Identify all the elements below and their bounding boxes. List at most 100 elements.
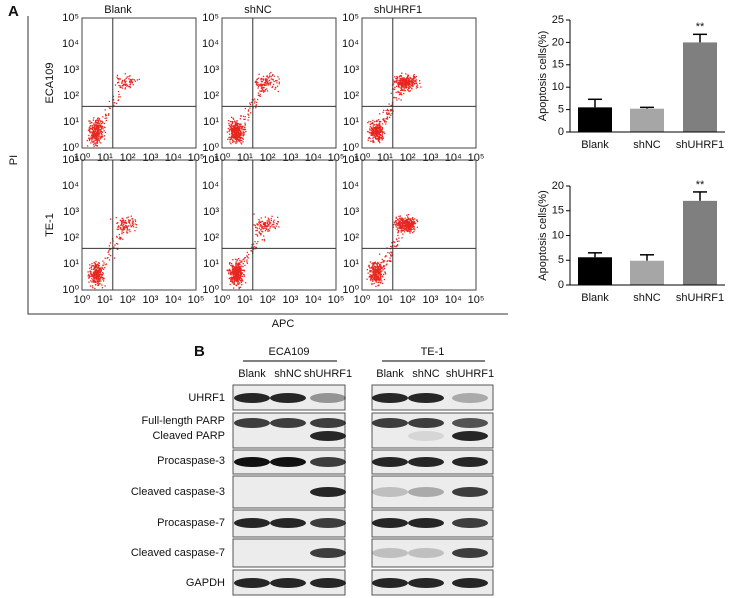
event-dot <box>275 225 277 227</box>
event-dot <box>376 125 378 127</box>
event-dot <box>124 73 126 75</box>
event-dot <box>242 132 244 134</box>
event-dot <box>377 124 379 126</box>
event-dot <box>232 266 234 268</box>
event-dot <box>396 77 398 80</box>
event-dot <box>407 84 410 86</box>
event-dot <box>236 260 238 262</box>
event-dot <box>113 257 116 259</box>
event-dot <box>122 85 124 87</box>
event-dot <box>266 220 268 222</box>
event-dot <box>119 219 122 221</box>
event-dot <box>255 82 258 84</box>
event-dot <box>373 276 375 279</box>
event-dot <box>403 224 405 226</box>
event-dot <box>376 270 379 272</box>
event-dot <box>372 277 375 279</box>
event-dot <box>376 266 378 268</box>
event-dot <box>374 275 376 277</box>
event-dot <box>95 268 97 270</box>
event-dot <box>413 75 415 78</box>
event-dot <box>249 112 252 114</box>
event-dot <box>126 228 128 230</box>
event-dot <box>400 93 402 96</box>
event-dot <box>130 215 132 217</box>
event-dot <box>95 144 97 146</box>
event-dot <box>382 137 385 139</box>
event-dot <box>240 132 242 134</box>
event-dot <box>378 120 380 123</box>
event-dot <box>121 222 123 224</box>
event-dot <box>123 225 125 228</box>
blot-band <box>270 393 306 403</box>
event-dot <box>92 279 94 281</box>
event-dot <box>390 254 392 256</box>
event-dot <box>232 130 234 132</box>
event-dot <box>373 136 375 138</box>
event-dot <box>404 89 407 92</box>
event-dot <box>408 227 410 229</box>
event-dot <box>236 134 238 136</box>
event-dot <box>127 225 130 227</box>
event-dot <box>371 134 373 136</box>
event-dot <box>401 88 403 90</box>
event-dot <box>234 126 236 129</box>
event-dot <box>134 219 136 221</box>
event-dot <box>371 265 374 267</box>
event-dot <box>415 87 417 89</box>
event-dot <box>233 136 235 139</box>
event-dot <box>98 125 100 127</box>
event-dot <box>91 126 94 129</box>
event-dot <box>404 87 406 89</box>
event-dot <box>232 118 235 120</box>
event-dot <box>231 125 233 127</box>
event-dot <box>399 75 401 77</box>
event-dot <box>386 112 388 115</box>
event-dot <box>124 81 126 83</box>
event-dot <box>87 271 89 273</box>
event-dot <box>374 270 376 272</box>
event-dot <box>241 261 243 263</box>
event-dot <box>103 277 105 280</box>
blot-band <box>310 578 346 588</box>
event-dot <box>257 224 259 226</box>
event-dot <box>378 131 380 133</box>
event-dot <box>128 81 131 83</box>
event-dot <box>397 231 399 233</box>
event-dot <box>261 87 263 89</box>
event-dot <box>239 118 241 120</box>
event-dot <box>125 222 127 224</box>
event-dot <box>261 226 263 228</box>
event-dot <box>229 263 231 265</box>
x-tick-label: 10⁵ <box>188 152 205 164</box>
event-dot <box>242 269 244 271</box>
event-dot <box>268 230 271 232</box>
event-dot <box>92 123 95 125</box>
event-dot <box>375 263 378 265</box>
event-dot <box>401 230 403 232</box>
event-dot <box>412 78 414 80</box>
event-dot <box>410 229 412 231</box>
event-dot <box>231 265 233 267</box>
event-dot <box>376 264 378 266</box>
event-dot <box>97 284 100 286</box>
event-dot <box>229 141 231 143</box>
event-dot <box>97 138 99 140</box>
event-dot <box>94 265 96 268</box>
event-dot <box>370 132 372 134</box>
event-dot <box>367 121 369 124</box>
event-dot <box>371 274 373 276</box>
event-dot <box>126 76 128 78</box>
event-dot <box>119 85 121 87</box>
plot-frame <box>81 17 197 149</box>
event-dot <box>379 267 381 269</box>
x-tick-label: 10³ <box>282 294 298 306</box>
event-dot <box>95 133 97 135</box>
event-dot <box>407 217 410 219</box>
event-dot <box>234 268 237 271</box>
event-dot <box>88 276 90 279</box>
y-tick-label: 10⁰ <box>202 284 219 296</box>
event-dot <box>374 273 377 275</box>
event-dot <box>376 269 378 271</box>
event-dot <box>229 129 231 131</box>
